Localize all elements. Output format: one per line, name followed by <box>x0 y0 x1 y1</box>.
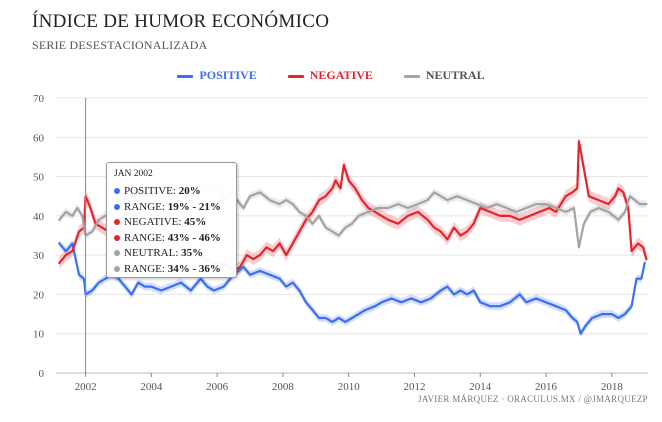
tooltip-dot-negative <box>114 219 120 226</box>
tooltip-dot-positive <box>114 188 120 195</box>
legend-item-negative[interactable]: NEGATIVE <box>287 68 373 83</box>
legend-swatch-positive <box>177 74 194 78</box>
tooltip-row-neutral: NEUTRAL: 35% <box>114 247 203 259</box>
series-line-positive[interactable] <box>58 242 646 335</box>
chart-subtitle: SERIE DESESTACIONALIZADA <box>32 38 208 52</box>
y-tick-label: 30 <box>33 250 45 262</box>
tooltip-dot-neutral <box>114 265 120 272</box>
y-tick-label: 60 <box>33 132 45 144</box>
y-tick-label: 70 <box>33 93 45 105</box>
hover-tooltip: JAN 2002 POSITIVE: 20% RANGE: 19% - 21% NE… <box>106 162 237 278</box>
tooltip-value: 35% <box>181 247 204 259</box>
legend: POSITIVE NEGATIVE NEUTRAL <box>0 68 662 83</box>
x-tick-label: 2018 <box>601 381 624 393</box>
y-tick-label: 50 <box>33 172 45 184</box>
tooltip-row-negative: RANGE: 43% - 46% <box>114 232 221 244</box>
y-tick-label: 10 <box>33 329 45 341</box>
tooltip-row-positive: POSITIVE: 20% <box>114 185 201 197</box>
x-tick-label: 2010 <box>338 381 361 393</box>
tooltip-label: NEUTRAL: <box>124 247 182 259</box>
tooltip-row-negative: NEGATIVE: 45% <box>114 216 206 228</box>
y-tick-label: 40 <box>33 211 45 223</box>
credit-text: JAVIER MÁRQUEZ · ORACULUS.MX / @JMARQUEZ… <box>418 394 648 404</box>
x-tick-label: 2004 <box>140 381 163 393</box>
tooltip-value: 19% - 21% <box>167 200 221 213</box>
chart-title: ÍNDICE DE HUMOR ECONÓMICO <box>32 11 330 32</box>
tooltip-label: POSITIVE: <box>124 185 179 197</box>
legend-swatch-neutral <box>403 74 420 78</box>
x-tick-label: 2006 <box>206 381 229 393</box>
x-tick-label: 2008 <box>272 381 295 393</box>
tooltip-label: RANGE: <box>124 200 168 213</box>
legend-item-neutral[interactable]: NEUTRAL <box>403 68 485 83</box>
x-tick-label: 2002 <box>75 381 97 393</box>
tooltip-row-neutral: RANGE: 34% - 36% <box>114 263 221 275</box>
tooltip-value: 43% - 46% <box>167 231 221 244</box>
tooltip-value: 34% - 36% <box>167 262 221 275</box>
y-tick-label: 20 <box>33 289 45 301</box>
tooltip-dot-neutral <box>114 250 120 257</box>
tooltip-label: RANGE: <box>124 231 168 244</box>
tooltip-date: JAN 2002 <box>114 169 153 179</box>
y-tick-label: 0 <box>39 368 45 380</box>
x-tick-label: 2014 <box>469 381 492 393</box>
x-tick-label: 2016 <box>535 381 558 393</box>
tooltip-row-positive: RANGE: 19% - 21% <box>114 201 221 213</box>
tooltip-dot-negative <box>114 234 120 241</box>
tooltip-label: RANGE: <box>124 262 168 275</box>
legend-swatch-negative <box>287 74 304 78</box>
legend-item-positive[interactable]: POSITIVE <box>177 68 257 83</box>
tooltip-dot-positive <box>114 203 120 210</box>
tooltip-value: 45% <box>184 216 207 228</box>
legend-label-neutral: NEUTRAL <box>425 68 485 82</box>
x-tick-label: 2012 <box>403 381 425 393</box>
legend-label-positive: POSITIVE <box>199 68 257 82</box>
tooltip-value: 20% <box>178 185 201 197</box>
tooltip-label: NEGATIVE: <box>124 216 185 228</box>
legend-label-negative: NEGATIVE <box>309 68 373 82</box>
